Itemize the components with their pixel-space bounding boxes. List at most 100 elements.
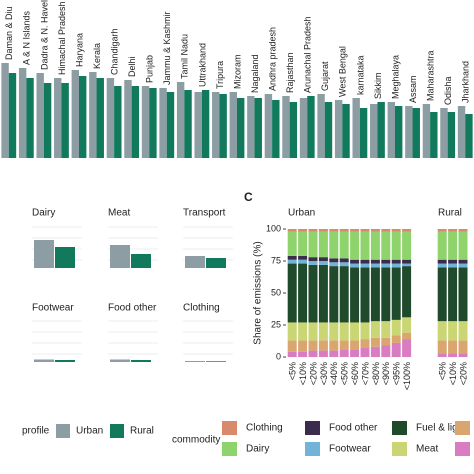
facet-title: Rural (438, 208, 462, 219)
legend-label: Rural (130, 426, 154, 437)
stack-segment (318, 340, 328, 351)
stack-segment (370, 229, 380, 232)
bar (110, 359, 130, 362)
bar (185, 256, 205, 268)
bar (1, 63, 9, 158)
stack-segment (287, 229, 297, 232)
stack-segment (329, 340, 339, 351)
x-tick-label: <30% (319, 362, 329, 385)
stack-segment (458, 340, 468, 354)
stack-segment (381, 337, 391, 346)
bar (229, 92, 237, 158)
stack-segment (308, 264, 318, 323)
x-tick-label: West Bengal (338, 46, 348, 97)
bar (176, 82, 185, 158)
bar (352, 98, 360, 158)
stack-segment (402, 263, 412, 267)
stack-segment (318, 322, 328, 341)
stack-segment (370, 263, 380, 268)
x-tick-label: Daman & Diu (4, 6, 14, 60)
stack-segment (308, 231, 318, 258)
x-tick-label: <20% (308, 362, 318, 385)
legend-label: Footwear (329, 444, 371, 455)
stack-segment (360, 339, 370, 349)
x-tick-label: Arunachal Pradesh (303, 16, 313, 93)
panel-title: Footwear (32, 303, 74, 314)
legend-label: Fuel & light (416, 423, 466, 434)
legend-swatch (305, 421, 320, 435)
bar (264, 94, 273, 158)
stack-segment (308, 261, 318, 265)
x-tick-label: Punjab (145, 55, 155, 83)
stack-segment (287, 255, 297, 260)
stack-segment (350, 263, 360, 268)
x-tick-label: Haryana (74, 33, 84, 67)
x-tick-label: Dadra & N. Haveli (39, 0, 49, 70)
stack-segment (437, 231, 447, 260)
stack-segment (308, 229, 318, 232)
stack-segment (437, 353, 447, 357)
stack-segment (448, 321, 458, 341)
bar (395, 106, 403, 158)
stack-segment (339, 349, 349, 357)
x-tick-label: Sikkim (373, 73, 383, 100)
stack-segment (308, 322, 318, 341)
bar (96, 78, 104, 158)
stack-segment (381, 267, 391, 322)
bar (299, 98, 308, 158)
bar (55, 360, 75, 362)
stack-segment (370, 231, 380, 260)
x-tick-label: Mizoram (232, 54, 242, 89)
stack-segment (391, 267, 401, 320)
stack-segment (298, 351, 308, 357)
bar (430, 112, 438, 158)
stack-segment (298, 259, 308, 264)
bar (141, 86, 150, 158)
legend-title: profile (22, 426, 50, 437)
x-tick-label: <40% (329, 362, 339, 385)
x-tick-label: Gujarat (320, 61, 330, 91)
stack-segment (329, 258, 339, 263)
bar (89, 72, 97, 158)
x-tick-label: <50% (340, 362, 350, 385)
stack-segment (391, 335, 401, 343)
bar (237, 98, 245, 158)
stack-segment (350, 231, 360, 260)
bar (166, 92, 175, 158)
stack-segment (360, 231, 370, 260)
x-tick-label: <95% (392, 362, 402, 385)
stack-segment (381, 231, 391, 260)
bar (212, 92, 220, 158)
stack-segment (448, 259, 458, 264)
x-tick-label: Tripura (215, 61, 225, 89)
stack-segment (360, 348, 370, 357)
x-tick-label: Assam (408, 75, 418, 103)
x-tick-label: <5% (288, 362, 298, 380)
bar (8, 73, 17, 158)
bar (359, 108, 368, 158)
bar (54, 78, 62, 158)
stack-segment (370, 267, 380, 322)
stack-segment (381, 321, 391, 338)
stack-segment (448, 267, 458, 322)
stack-segment (458, 321, 468, 341)
stack-segment (298, 340, 308, 352)
stack-segment (370, 259, 380, 264)
bar (114, 86, 122, 158)
x-tick-label: Jammu & Kashmir (162, 11, 172, 85)
legend-label: Meat (416, 444, 438, 455)
legend-swatch (56, 424, 70, 438)
legend-title: commodity (172, 435, 220, 446)
stack-segment (448, 229, 458, 232)
bar (184, 90, 192, 158)
stack-segment (391, 231, 401, 260)
stack-segment (318, 229, 328, 232)
legend-swatch (305, 442, 320, 456)
bar (131, 254, 151, 268)
stack-segment (360, 259, 370, 264)
stack-segment (339, 340, 349, 350)
x-tick-label: <60% (350, 362, 360, 385)
panel-title: Meat (108, 208, 130, 219)
stack-segment (458, 263, 468, 268)
stack-segment (360, 263, 370, 268)
